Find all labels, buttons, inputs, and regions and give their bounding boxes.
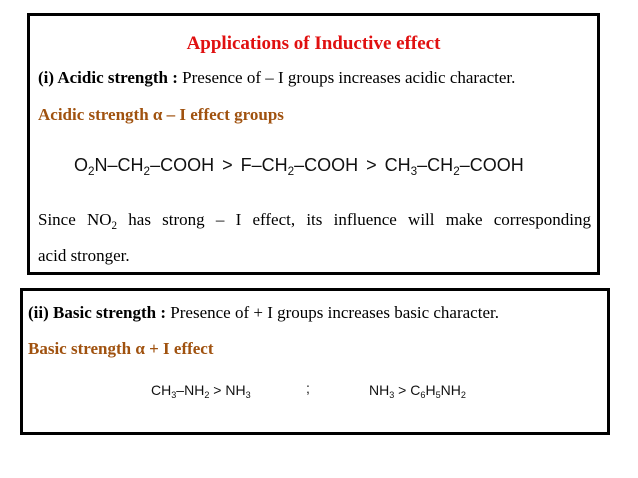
acidic-label: (i) Acidic strength :: [38, 68, 178, 87]
formula-sub: 2: [143, 165, 151, 179]
formula-text: > NH: [209, 382, 246, 398]
formula-sub: 6: [420, 390, 426, 401]
formula-sub: 3: [389, 390, 395, 401]
since-line-2: acid stronger.: [38, 246, 130, 265]
basic-statement: (ii) Basic strength : Presence of + I gr…: [28, 303, 499, 323]
basic-strength-box: (ii) Basic strength : Presence of + I gr…: [20, 288, 610, 435]
formula-sub: 2: [287, 165, 295, 179]
since-line: Since NO2 has strong – I effect, its inf…: [38, 210, 592, 232]
basic-formula-1: CH3–NH2 > NH3: [151, 382, 251, 401]
basic-formula-2: NH3 > C6H5NH2: [369, 382, 466, 401]
formula-text: > C: [394, 382, 421, 398]
formula-sub: 2: [88, 165, 95, 179]
basic-text: Presence of + I groups increases basic c…: [166, 303, 499, 322]
formula-text: –NH: [176, 382, 205, 398]
acidic-formula: O2N–CH2–COOH > F–CH2–COOH > CH3–CH2–COOH: [74, 155, 524, 179]
formula-text: H: [425, 382, 436, 398]
formula-text: F–CH: [240, 155, 288, 175]
formula-text: NH: [440, 382, 461, 398]
formula-sub: 2: [204, 390, 210, 401]
basic-label: (ii) Basic strength :: [28, 303, 167, 322]
since-text: has strong – I effect, its influence wil…: [117, 210, 592, 229]
slide-title: Applications of Inductive effect: [186, 33, 441, 54]
acidic-statement: (i) Acidic strength : Presence of – I gr…: [38, 68, 515, 88]
formula-text: NH: [369, 382, 390, 398]
formula-sub: 3: [410, 165, 418, 179]
basic-relation: Basic strength α + I effect: [28, 339, 214, 358]
formula-sub: 3: [245, 390, 251, 401]
formula-text: CH: [384, 155, 411, 175]
formula-text: –CH: [417, 155, 454, 175]
formula-separator: ;: [306, 380, 310, 396]
formula-sub: 2: [453, 165, 460, 179]
acidic-strength-box: Applications of Inductive effect (i) Aci…: [27, 13, 600, 275]
formula-text: –COOH: [459, 155, 524, 175]
formula-text: O: [74, 155, 89, 175]
acidic-text: Presence of – I groups increases acidic …: [177, 68, 516, 87]
acidic-relation: Acidic strength α – I effect groups: [38, 105, 284, 124]
formula-text: –COOH: [294, 155, 359, 175]
greater-than: >: [366, 155, 377, 175]
formula-text: –COOH: [150, 155, 215, 175]
since-text: Since NO: [38, 210, 112, 229]
formula-text: N–CH: [94, 155, 144, 175]
greater-than: >: [222, 155, 233, 175]
formula-sub: 5: [435, 390, 441, 401]
formula-text: CH: [151, 382, 172, 398]
since-sub: 2: [111, 219, 118, 232]
formula-sub: 3: [171, 390, 177, 401]
formula-sub: 2: [460, 390, 466, 401]
